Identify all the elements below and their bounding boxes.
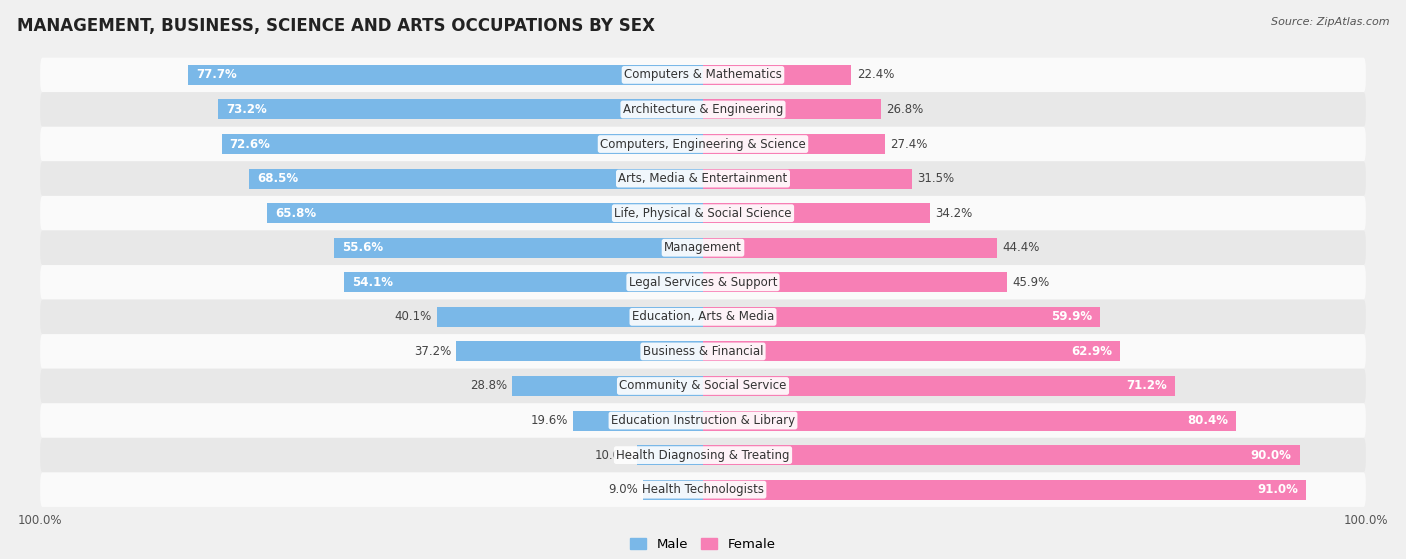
Text: 22.4%: 22.4%	[856, 68, 894, 82]
Bar	[249, 169, 703, 188]
Text: Business & Financial: Business & Financial	[643, 345, 763, 358]
Text: 91.0%: 91.0%	[1257, 483, 1298, 496]
FancyBboxPatch shape	[41, 334, 1365, 369]
Text: 80.4%: 80.4%	[1187, 414, 1227, 427]
Text: Education, Arts & Media: Education, Arts & Media	[631, 310, 775, 323]
Bar	[703, 100, 880, 120]
Bar	[267, 203, 703, 223]
Text: Life, Physical & Social Science: Life, Physical & Social Science	[614, 207, 792, 220]
Bar	[188, 65, 703, 85]
FancyBboxPatch shape	[41, 127, 1365, 162]
Text: Architecture & Engineering: Architecture & Engineering	[623, 103, 783, 116]
Bar	[222, 134, 703, 154]
Text: 55.6%: 55.6%	[343, 241, 384, 254]
FancyBboxPatch shape	[41, 162, 1365, 196]
Text: Management: Management	[664, 241, 742, 254]
Text: 19.6%: 19.6%	[530, 414, 568, 427]
Text: 26.8%: 26.8%	[886, 103, 924, 116]
Bar	[335, 238, 703, 258]
FancyBboxPatch shape	[41, 403, 1365, 438]
Text: Computers, Engineering & Science: Computers, Engineering & Science	[600, 138, 806, 150]
Text: 45.9%: 45.9%	[1012, 276, 1050, 289]
Bar	[703, 376, 1175, 396]
Text: 54.1%: 54.1%	[353, 276, 394, 289]
Bar	[344, 272, 703, 292]
FancyBboxPatch shape	[41, 196, 1365, 230]
Bar	[703, 445, 1299, 465]
FancyBboxPatch shape	[41, 369, 1365, 403]
Bar	[703, 65, 852, 85]
Text: 62.9%: 62.9%	[1071, 345, 1112, 358]
Text: Education Instruction & Library: Education Instruction & Library	[612, 414, 794, 427]
Text: MANAGEMENT, BUSINESS, SCIENCE AND ARTS OCCUPATIONS BY SEX: MANAGEMENT, BUSINESS, SCIENCE AND ARTS O…	[17, 17, 655, 35]
Text: 37.2%: 37.2%	[413, 345, 451, 358]
Text: Source: ZipAtlas.com: Source: ZipAtlas.com	[1271, 17, 1389, 27]
Bar	[703, 272, 1007, 292]
Text: 28.8%: 28.8%	[470, 380, 506, 392]
Text: 10.0%: 10.0%	[595, 449, 631, 462]
FancyBboxPatch shape	[41, 300, 1365, 334]
Text: 59.9%: 59.9%	[1050, 310, 1092, 323]
Text: 77.7%: 77.7%	[195, 68, 236, 82]
Bar	[512, 376, 703, 396]
Text: Computers & Mathematics: Computers & Mathematics	[624, 68, 782, 82]
FancyBboxPatch shape	[41, 92, 1365, 127]
Bar	[218, 100, 703, 120]
Bar	[644, 480, 703, 500]
Bar	[703, 134, 884, 154]
Text: 71.2%: 71.2%	[1126, 380, 1167, 392]
Bar	[703, 307, 1099, 327]
Text: 72.6%: 72.6%	[229, 138, 270, 150]
Text: Community & Social Service: Community & Social Service	[619, 380, 787, 392]
FancyBboxPatch shape	[41, 265, 1365, 300]
Text: Health Diagnosing & Treating: Health Diagnosing & Treating	[616, 449, 790, 462]
FancyBboxPatch shape	[41, 58, 1365, 92]
FancyBboxPatch shape	[41, 438, 1365, 472]
Text: 40.1%: 40.1%	[395, 310, 432, 323]
Text: 44.4%: 44.4%	[1002, 241, 1040, 254]
Text: 90.0%: 90.0%	[1251, 449, 1292, 462]
Bar	[703, 238, 997, 258]
Text: 27.4%: 27.4%	[890, 138, 928, 150]
Text: 68.5%: 68.5%	[257, 172, 298, 185]
Bar	[457, 342, 703, 362]
Text: 65.8%: 65.8%	[274, 207, 316, 220]
Bar	[703, 203, 929, 223]
Bar	[703, 342, 1121, 362]
Bar	[574, 410, 703, 430]
Bar	[437, 307, 703, 327]
Bar	[703, 480, 1306, 500]
Text: 73.2%: 73.2%	[226, 103, 267, 116]
Text: 31.5%: 31.5%	[917, 172, 955, 185]
FancyBboxPatch shape	[41, 230, 1365, 265]
Text: Arts, Media & Entertainment: Arts, Media & Entertainment	[619, 172, 787, 185]
Legend: Male, Female: Male, Female	[626, 533, 780, 556]
Text: 9.0%: 9.0%	[609, 483, 638, 496]
Text: 34.2%: 34.2%	[935, 207, 972, 220]
FancyBboxPatch shape	[41, 472, 1365, 507]
Text: Legal Services & Support: Legal Services & Support	[628, 276, 778, 289]
Bar	[703, 169, 912, 188]
Bar	[703, 410, 1236, 430]
Bar	[637, 445, 703, 465]
Text: Health Technologists: Health Technologists	[643, 483, 763, 496]
